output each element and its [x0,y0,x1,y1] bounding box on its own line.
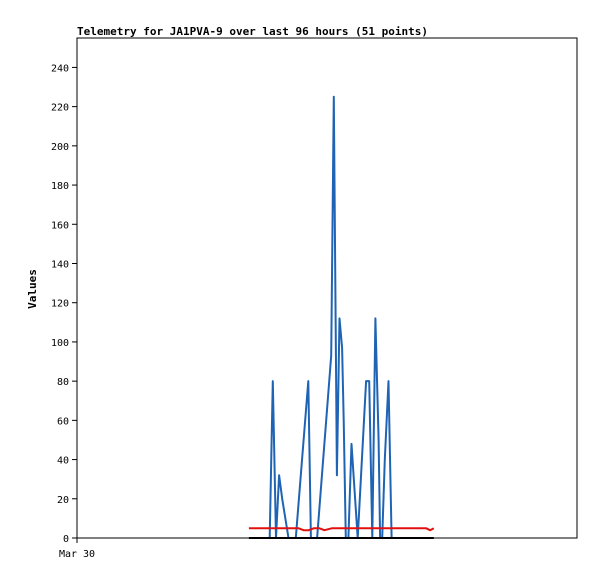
y-tick-label: 40 [57,456,69,467]
y-axis-label: Values [26,269,39,309]
series-line-1 [268,95,401,539]
series-line-2 [248,527,435,532]
y-tick-label: 0 [63,534,69,545]
chart-title: Telemetry for JA1PVA-9 over last 96 hour… [77,25,428,38]
y-tick-label: 100 [51,338,69,349]
y-tick-label: 80 [57,377,69,388]
x-tick-label: Mar 30 [59,549,95,560]
y-tick-label: 60 [57,416,69,427]
y-tick-label: 240 [51,63,69,74]
plot-frame [76,37,578,539]
y-tick-label: 200 [51,142,69,153]
series-layer [248,95,435,539]
y-tick-label: 140 [51,259,69,270]
x-axis-ticks: Mar 30 [59,538,95,560]
y-tick-label: 120 [51,299,69,310]
y-tick-label: 160 [51,220,69,231]
y-tick-label: 220 [51,103,69,114]
y-axis-ticks: 0 20 40 60 80 100 120 140 160 180 200 220 240 [51,63,77,545]
y-tick-label: 180 [51,181,69,192]
y-tick-label: 20 [57,495,69,506]
